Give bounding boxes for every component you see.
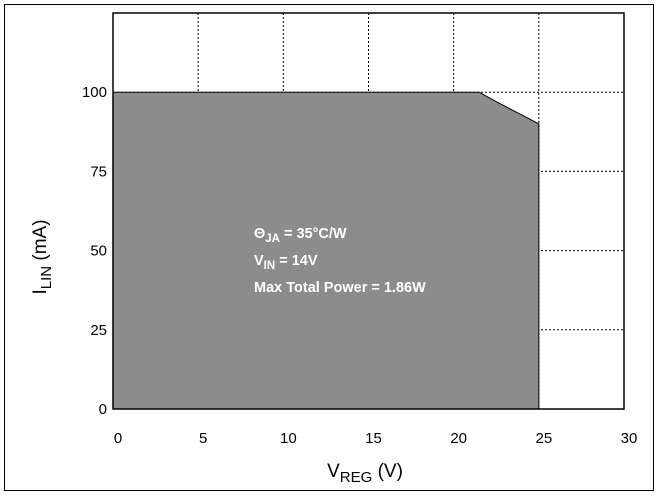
annotation-theta-ja: ΘJA = 35°C/W (254, 226, 347, 245)
x-tick-label: 0 (114, 430, 122, 447)
area-series (113, 92, 539, 409)
x-tick-label: 15 (365, 430, 382, 447)
area-series-outline (112, 91, 540, 410)
x-tick-label: 10 (280, 430, 297, 447)
y-axis-label: ILIN (mA) (30, 219, 55, 294)
x-axis-label-unit: (V) (372, 461, 403, 482)
x-axis-label-sub: REG (340, 469, 373, 486)
annotation-max-power: Max Total Power = 1.86W (254, 280, 426, 296)
y-tick-label: 25 (90, 322, 107, 339)
y-axis-label-main: I (30, 289, 51, 294)
x-tick-label: 5 (199, 430, 207, 447)
plot-area-border (112, 12, 625, 410)
x-axis-label-main: V (327, 461, 340, 482)
x-axis-label: VREG (V) (327, 461, 403, 486)
x-tick-label: 25 (535, 430, 552, 447)
y-tick-label: 75 (90, 163, 107, 180)
y-tick-label: 0 (99, 401, 107, 418)
x-tick-label: 20 (450, 430, 467, 447)
annotation-block: ΘJA = 35°C/W VIN = 14V Max Total Power =… (254, 226, 426, 296)
annotation-vin: VIN = 14V (254, 253, 318, 272)
y-tick-labels: 0 25 50 75 100 (82, 84, 107, 418)
x-tick-labels: 0 5 10 15 20 25 30 (114, 430, 638, 447)
y-axis-label-unit: (mA) (30, 219, 51, 265)
y-tick-label: 100 (82, 84, 107, 101)
y-tick-label: 50 (90, 243, 107, 260)
x-tick-label: 30 (621, 430, 638, 447)
y-axis-label-sub: LIN (38, 266, 55, 289)
